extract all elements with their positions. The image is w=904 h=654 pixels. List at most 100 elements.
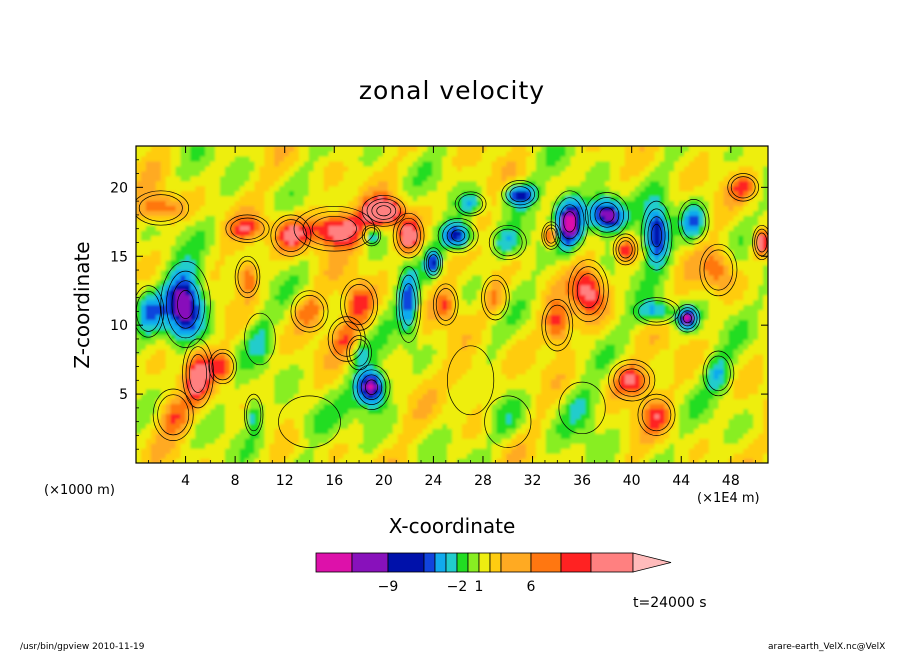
field-cell <box>254 373 261 380</box>
field-cell <box>674 373 680 380</box>
field-cell <box>545 433 552 439</box>
field-cell <box>634 349 641 355</box>
field-cell <box>333 289 340 296</box>
field-cell <box>239 344 246 350</box>
field-cell <box>363 428 369 434</box>
field-cell <box>150 368 157 375</box>
field-cell <box>343 279 349 286</box>
field-cell <box>649 299 656 306</box>
field-cell <box>229 448 236 454</box>
field-cell <box>234 428 241 434</box>
field-cell <box>713 398 720 405</box>
field-cell <box>298 279 305 286</box>
field-cell <box>190 358 196 365</box>
field-cell <box>531 358 537 365</box>
field-cell <box>590 363 596 370</box>
field-cell <box>323 428 330 434</box>
field-cell <box>590 269 596 276</box>
field-cell <box>723 319 730 325</box>
field-cell <box>703 329 710 335</box>
field-cell <box>624 274 631 281</box>
field-cell <box>605 448 611 454</box>
field-cell <box>501 388 507 395</box>
field-cell <box>313 319 320 325</box>
field-cell <box>619 458 626 463</box>
field-cell <box>185 358 191 365</box>
field-cell <box>368 443 374 449</box>
field-cell <box>634 433 641 439</box>
field-cell <box>580 274 586 281</box>
field-cell <box>377 408 384 415</box>
field-cell <box>392 314 399 320</box>
field-cell <box>644 329 651 335</box>
field-cell <box>229 309 236 315</box>
field-cell <box>580 284 586 291</box>
field-cell <box>234 269 241 276</box>
field-cell <box>733 279 739 286</box>
field-cell <box>526 324 532 330</box>
field-cell <box>397 329 404 335</box>
field-cell <box>506 428 512 434</box>
field-cell <box>195 309 201 315</box>
field-cell <box>269 329 275 335</box>
field-cell <box>348 383 354 390</box>
field-cell <box>155 354 162 360</box>
field-cell <box>422 354 428 360</box>
field-cell <box>407 378 414 385</box>
field-cell <box>437 363 443 370</box>
field-cell <box>481 314 488 320</box>
field-cell <box>708 458 715 463</box>
field-cell <box>580 269 586 276</box>
field-cell <box>215 279 221 286</box>
field-cell <box>526 448 532 454</box>
field-cell <box>298 354 305 360</box>
field-cell <box>545 438 552 444</box>
field-cell <box>634 324 641 330</box>
field-cell <box>634 393 641 400</box>
field-cell <box>669 299 675 306</box>
field-cell <box>753 324 759 330</box>
field-cell <box>313 269 320 276</box>
field-cell <box>713 324 720 330</box>
field-cell <box>407 354 414 360</box>
field-cell <box>610 418 616 424</box>
field-cell <box>511 423 517 429</box>
field-cell <box>723 418 730 424</box>
field-cell <box>382 368 389 375</box>
field-cell <box>205 309 211 315</box>
field-cell <box>476 443 483 449</box>
field-cell <box>358 388 364 395</box>
field-cell <box>338 368 344 375</box>
field-cell <box>402 368 409 375</box>
field-cell <box>456 393 463 400</box>
field-cell <box>545 314 552 320</box>
field-cell <box>274 329 280 335</box>
field-cell <box>160 423 167 429</box>
field-cell <box>190 373 196 380</box>
field-cell <box>560 418 567 424</box>
field-cell <box>377 349 384 355</box>
field-cell <box>461 299 468 306</box>
field-cell <box>634 373 641 380</box>
field-cell <box>447 294 453 301</box>
field-cell <box>713 373 720 380</box>
field-cell <box>456 289 463 296</box>
field-cell <box>289 458 295 463</box>
field-cell <box>590 453 596 459</box>
field-cell <box>402 334 409 340</box>
field-cell <box>308 294 315 301</box>
field-cell <box>693 403 700 410</box>
field-cell <box>619 373 626 380</box>
field-cell <box>264 398 270 405</box>
field-cell <box>619 284 626 291</box>
field-cell <box>323 279 330 286</box>
field-cell <box>190 453 196 459</box>
field-cell <box>545 304 552 311</box>
field-cell <box>313 334 320 340</box>
field-cell <box>669 279 675 286</box>
field-cell <box>476 453 483 459</box>
field-cell <box>170 304 177 311</box>
field-cell <box>669 319 675 325</box>
field-cell <box>481 453 488 459</box>
field-cell <box>708 368 715 375</box>
